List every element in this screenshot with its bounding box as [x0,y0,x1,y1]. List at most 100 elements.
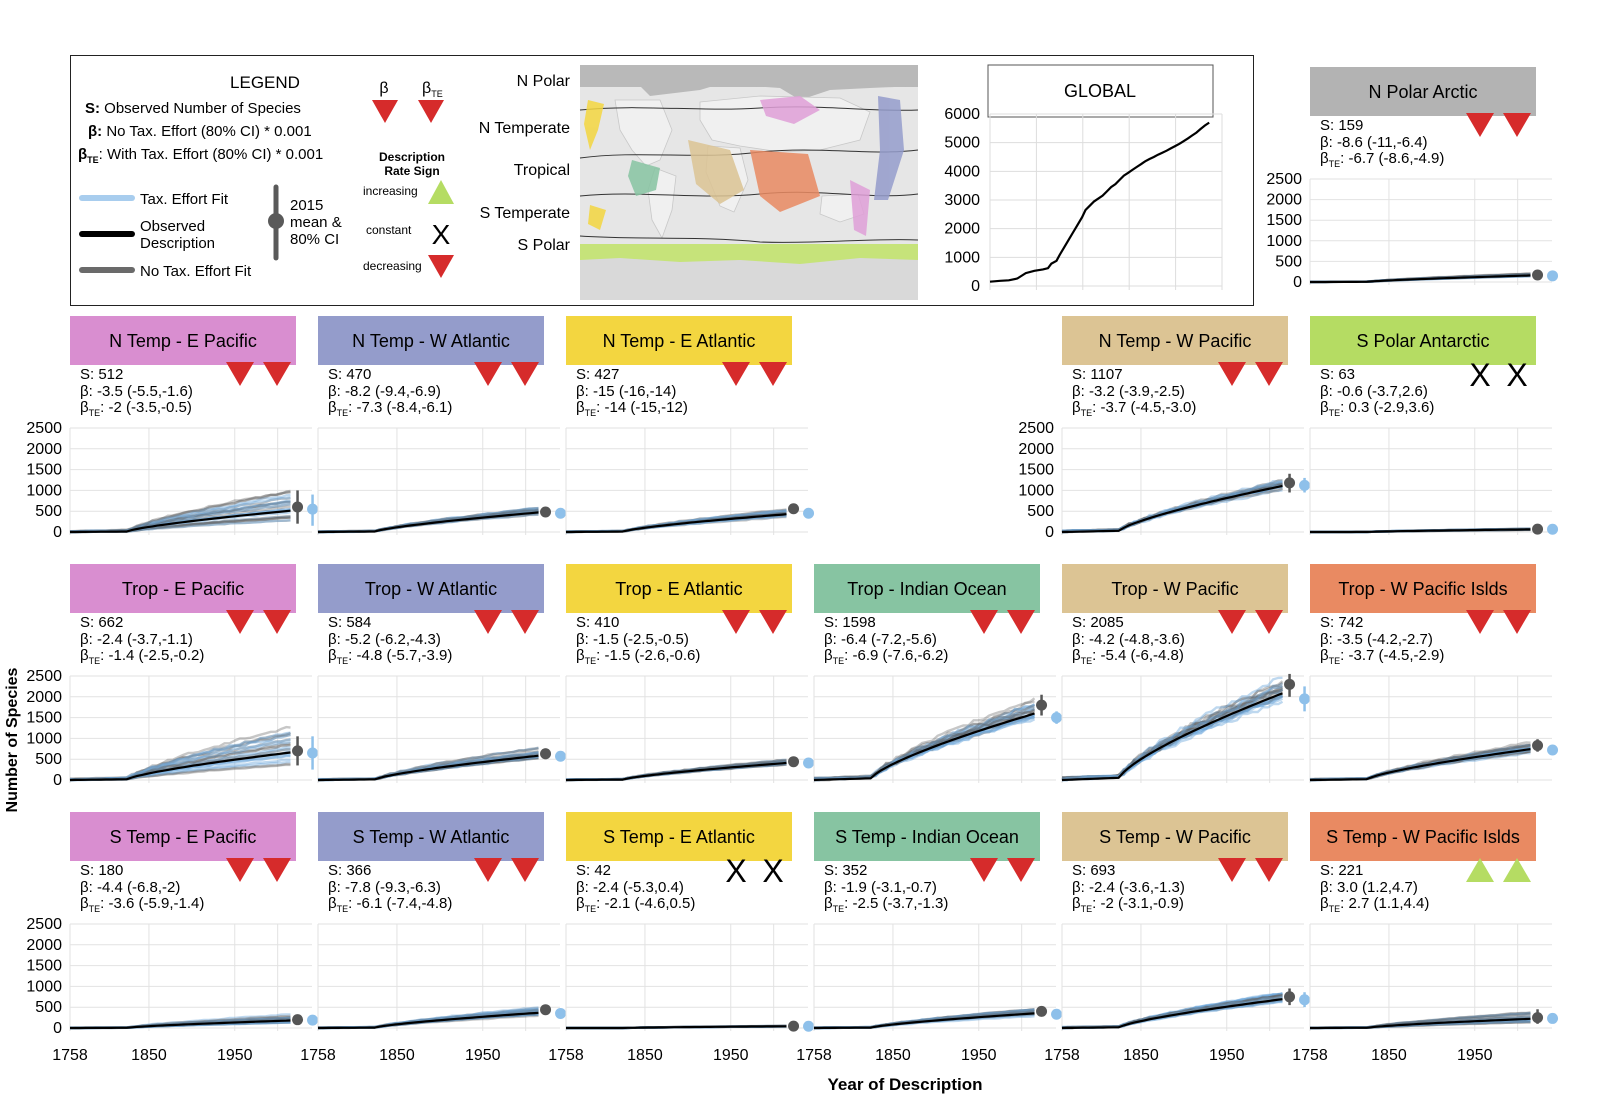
constant-icon: X [1506,357,1527,393]
map-label-s-temperate: S Temperate [480,205,571,222]
panel-beta: β: -4.4 (-6.8,-2) [80,879,180,896]
panel-bte-value: : 2.7 (1.1,4.4) [1340,895,1429,912]
tax-mean-dot [803,1020,815,1032]
legend-mean-1: 2015 [290,197,323,214]
decreasing-icon [226,610,254,634]
no-tax-fit-line [1062,685,1283,779]
panel-s: S: 42 [576,862,611,879]
no-tax-fit-line [1062,680,1284,780]
panel-beta-label: β: [328,383,345,400]
panel-title: S Temp - E Pacific [110,827,257,847]
global-ytick-label: 5000 [944,135,980,152]
map-label-n-temperate: N Temperate [479,120,570,137]
panel-s-label: S: [1320,862,1338,879]
panel-bte: βTE: -7.3 (-8.4,-6.1) [328,399,452,418]
legend-s-text: Observed Number of Species [100,100,301,117]
panel-beta-label: β: [80,383,97,400]
panel-beta-value: -2.4 (-3.6,-1.3) [1089,879,1185,896]
no-tax-mean-dot [1532,739,1544,751]
no-tax-mean-dot [788,503,800,515]
panel-bte: βTE: -4.8 (-5.7,-3.9) [328,647,452,666]
panel-s: S: 512 [80,366,123,383]
figure-ylabel: Number of Species [4,667,21,812]
panel-beta: β: -3.5 (-5.5,-1.6) [80,383,193,400]
panel-title: Trop - W Pacific Islds [1338,579,1507,599]
panel-s-label: S: [1320,614,1338,631]
panel-bte-sub: TE [337,904,349,914]
tax-fit-line [317,1009,539,1030]
tax-mean-dot [555,1007,567,1019]
panel-s-value: 410 [594,614,619,631]
panel-ytick-label: 0 [53,524,62,541]
tax-mean-dot [1051,712,1063,724]
panel-beta-label: β: [824,631,841,648]
tax-fit-line [814,705,1035,782]
map-label-s-polar: S Polar [518,237,571,254]
no-tax-mean-dot [292,1014,304,1026]
panel-bte-label: β [1320,399,1329,416]
panel-s-value: 662 [98,614,123,631]
panel-title-box [566,316,792,365]
legend-constant-icon: X [432,219,451,250]
decreasing-icon [759,362,787,386]
panel-s-value: 159 [1338,117,1363,134]
tax-mean-dot [803,757,815,769]
panel-title: Trop - W Atlantic [365,579,497,599]
decreasing-icon [511,858,539,882]
no-tax-fit-line [1061,686,1284,780]
panel-bte: βTE: -5.4 (-6,-4.8) [1072,647,1184,666]
panel-s-value: 352 [842,862,867,879]
legend-beta-prefix: β: [88,123,102,140]
panel-bte-label: β [576,895,585,912]
panel-beta-value: -8.6 (-11,-6.4) [1337,134,1428,151]
no-tax-fit-line [69,738,291,782]
observed-description-line [1310,274,1531,284]
no-tax-mean-dot [1036,1005,1048,1017]
panel-bte: βTE: -6.9 (-7.6,-6.2) [824,647,948,666]
panel-beta: β: -5.2 (-6.2,-4.3) [328,631,441,648]
global-ytick-label: 1000 [944,249,980,266]
panel-s: S: 2085 [1072,614,1124,631]
panel-fit-lines [317,1006,539,1030]
panel-beta-label: β: [576,879,593,896]
panel-s: S: 221 [1320,862,1363,879]
tax-mean-dot [803,507,815,519]
panel-fit-lines [317,746,539,782]
legend-s: S: Observed Number of Species [85,100,301,117]
panel-bte: βTE: -1.4 (-2.5,-0.2) [80,647,204,666]
panel-s-label: S: [1320,117,1338,134]
observed-description-line [566,761,787,782]
map-region-eatl-north [584,100,604,150]
panel-bte-value: : -3.6 (-5.9,-1.4) [100,895,204,912]
global-title-box [987,64,1214,118]
panel-bte-sub: TE [89,904,101,914]
panel-fit-lines [1061,676,1284,782]
legend-decreasing-icon [428,255,454,278]
panel-s-label: S: [328,614,346,631]
panel-beta-label: β: [328,879,345,896]
global-axes: 0 1000 2000 3000 4000 5000 6000 [944,106,1223,295]
panel-xtick-label: 1950 [1457,1047,1493,1064]
decreasing-icon [970,610,998,634]
panel-title: S Temp - Indian Ocean [835,827,1019,847]
panel-bte-label: β [1072,647,1081,664]
panel-ytick-label: 0 [53,772,62,789]
panel-bte-value: : -7.3 (-8.4,-6.1) [348,399,452,416]
panel-bte-sub: TE [1329,904,1341,914]
map-region-eatl-south [588,205,606,230]
panel-bte: βTE: -2 (-3.1,-0.9) [1072,895,1184,914]
panel-bte: βTE: 0.3 (-2.9,3.6) [1320,399,1434,418]
no-tax-fit-line [70,725,291,780]
panel-bte-value: : -14 (-15,-12) [596,399,688,416]
global-ytick-label: 6000 [944,106,980,123]
panel-ytick-label: 2500 [1018,420,1054,437]
panel-ytick-label: 2000 [1018,441,1054,458]
panel-beta: β: -3.5 (-4.2,-2.7) [1320,631,1433,648]
tax-mean-dot [1299,994,1311,1006]
observed-description-line [1061,692,1283,782]
